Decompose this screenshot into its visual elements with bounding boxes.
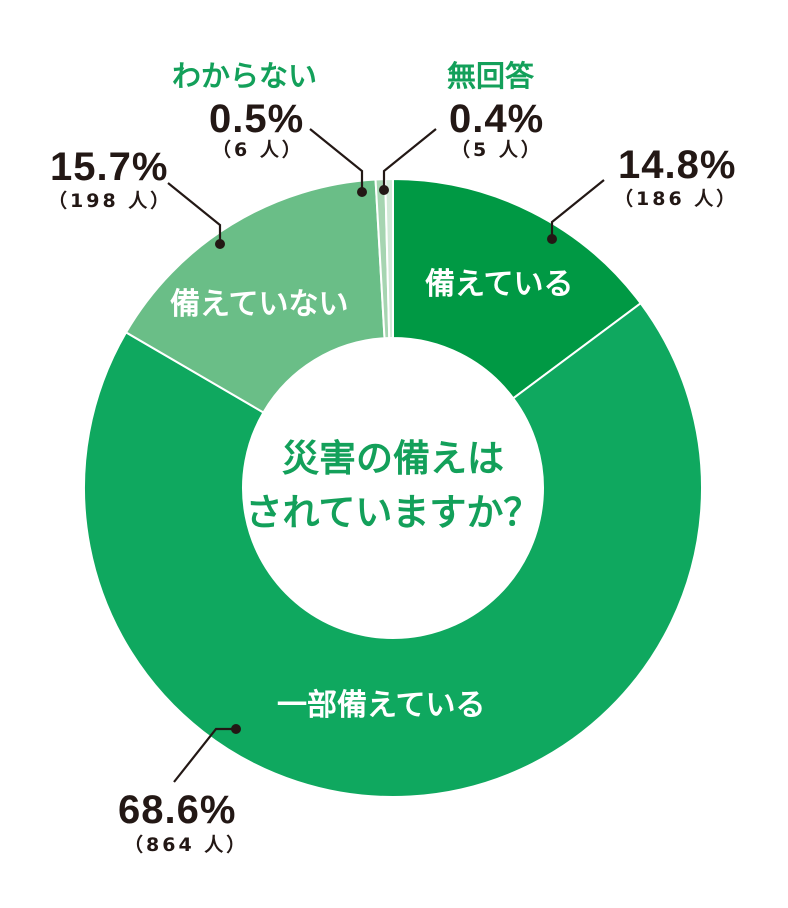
leader-lines — [167, 128, 605, 783]
leader-dot-sonaeteinai — [215, 239, 225, 249]
label-ichibu-pct: 68.6% — [118, 788, 237, 832]
leader-dot-wakaranai — [357, 187, 367, 197]
leader-line-wakaranai — [309, 128, 364, 190]
label-sonaeteiru-count: （186 人） — [614, 188, 739, 210]
label-mukaitou-count: （5 人） — [451, 139, 543, 161]
label-ichibu-count: （864 人） — [124, 834, 249, 856]
leader-line-sonaeteiru — [550, 179, 605, 238]
leader-dot-mukaitou — [379, 185, 389, 195]
center-title-line2: されていますか？ — [245, 491, 541, 534]
slice-label-sonaeteiru: 備えている — [425, 267, 574, 302]
label-wakaranai-count: （6 人） — [212, 139, 304, 161]
leader-dot-ichibu — [231, 724, 241, 734]
label-sonaeteinai-count: （198 人） — [48, 190, 173, 212]
leader-line-sonaeteinai — [167, 182, 222, 243]
label-sonaeteinai-pct: 15.7% — [50, 145, 169, 189]
donut-slices — [83, 177, 703, 798]
slice-0 — [392, 177, 643, 400]
label-sonaeteiru-pct: 14.8% — [618, 143, 737, 187]
leader-line-mukaitou — [382, 128, 437, 190]
label-wakaranai-name: わからない — [172, 59, 318, 93]
slice-1 — [83, 301, 703, 798]
slice-4 — [384, 177, 394, 340]
label-mukaitou-name: 無回答 — [447, 59, 535, 93]
label-wakaranai-pct: 0.5% — [209, 97, 305, 141]
center-title-line1: 災害の備えは — [282, 437, 504, 480]
leader-dot-sonaeteiru — [547, 234, 557, 244]
leader-line-ichibu — [173, 727, 236, 783]
slice-label-sonaeteinai: 備えていない — [170, 287, 349, 322]
label-mukaitou-pct: 0.4% — [449, 97, 545, 141]
slice-label-ichibu: 一部備えている — [277, 688, 486, 723]
